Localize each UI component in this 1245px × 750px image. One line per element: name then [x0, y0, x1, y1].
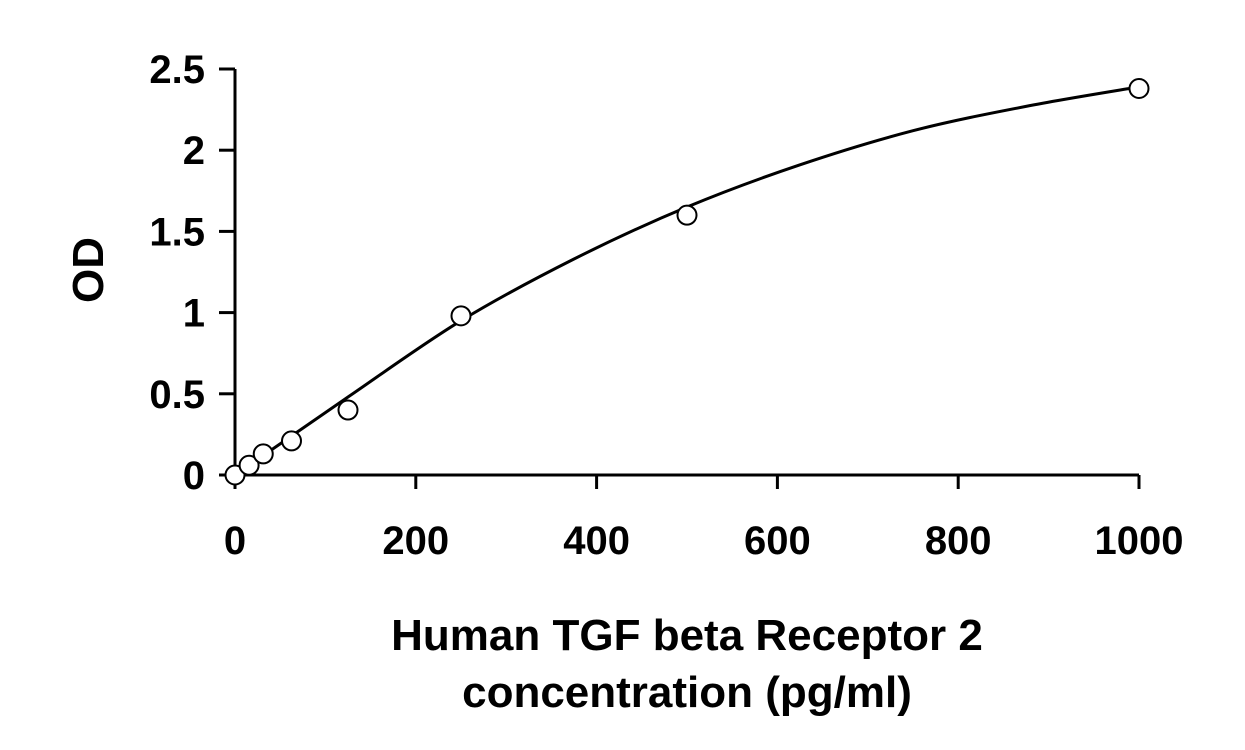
y-tick-label: 0: [183, 454, 205, 498]
x-tick-label: 1000: [1095, 519, 1184, 563]
fit-curve-layer: [234, 85, 1140, 477]
fit-curve: [234, 85, 1140, 477]
data-point: [252, 443, 274, 465]
data-point: [238, 454, 260, 476]
y-tick-label: 2.5: [149, 48, 205, 92]
x-tick-label: 0: [224, 519, 246, 563]
x-tick-label: 400: [563, 519, 630, 563]
data-point: [676, 204, 698, 226]
x-tick-label: 600: [744, 519, 811, 563]
y-tick-label: 2: [183, 129, 205, 173]
data-point: [1128, 77, 1150, 99]
data-point: [337, 399, 359, 421]
y-axis-title: OD: [64, 237, 113, 303]
x-tick-label: 200: [382, 519, 449, 563]
data-point: [281, 430, 302, 452]
x-axis-title-line-2: concentration (pg/ml): [462, 668, 912, 717]
y-ticks: 0 0.5 1 1.5 2 2.5: [149, 48, 235, 498]
y-tick-label: 1: [183, 292, 205, 336]
x-axis-title-line-1: Human TGF beta Receptor 2: [391, 611, 983, 660]
axes: [233, 69, 1139, 477]
data-point: [450, 305, 472, 327]
data-point: [224, 464, 246, 486]
data-points-layer: [224, 77, 1150, 486]
y-tick-label: 0.5: [149, 373, 205, 417]
y-tick-label: 1.5: [149, 210, 205, 254]
x-tick-label: 800: [925, 519, 992, 563]
x-ticks: 0 200 400 600 800 1000: [224, 475, 1184, 563]
